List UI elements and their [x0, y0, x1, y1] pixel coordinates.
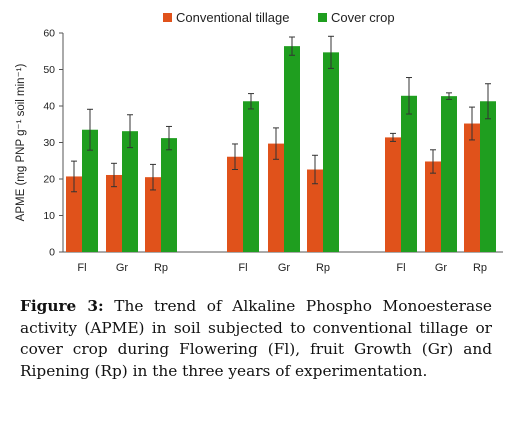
- x-category-label: Rp: [316, 262, 330, 274]
- cover-crop-bar: [161, 138, 177, 252]
- x-category-label: Rp: [473, 262, 487, 274]
- bar-chart: 0 10 20 30 40 50 60 APME (mg PNP g⁻¹ soil min⁻¹…: [15, 10, 503, 274]
- conventional-tillage-bar: [385, 137, 401, 252]
- figure-caption: Figure 3: The trend of Alkaline Phospho …: [20, 296, 492, 382]
- y-tick-label: 0: [49, 247, 55, 259]
- x-category-label: Gr: [278, 262, 291, 274]
- cover-crop-bar: [401, 95, 417, 252]
- conventional-tillage-bar: [307, 169, 323, 252]
- y-axis-label: APME (mg PNP g⁻¹ soil min⁻¹): [15, 64, 27, 222]
- cover-crop-bar: [480, 101, 496, 252]
- conventional-tillage-bar: [425, 161, 441, 252]
- conventional-tillage-bar: [145, 177, 161, 252]
- conventional-tillage-bar: [268, 143, 284, 252]
- cover-crop-bar: [284, 46, 300, 252]
- cover-crop-bar: [82, 129, 98, 252]
- conventional-tillage-bar: [227, 156, 243, 252]
- caption-label: Figure 3:: [20, 297, 104, 315]
- conventional-tillage-bar: [106, 174, 122, 252]
- legend-swatch: [318, 13, 327, 22]
- cover-crop-bar: [122, 131, 138, 252]
- x-category-label: Rp: [154, 262, 168, 274]
- y-tick-label: 40: [43, 101, 55, 113]
- legend-label: Cover crop: [331, 10, 395, 25]
- y-tick-label: 20: [43, 174, 55, 186]
- y-tick-label: 60: [43, 28, 55, 40]
- conventional-tillage-bar: [464, 123, 480, 253]
- caption-text: The trend of Alkaline Phospho Monoestera…: [20, 297, 492, 380]
- cover-crop-bar: [441, 96, 457, 253]
- cover-crop-bar: [243, 101, 259, 252]
- x-category-label: Gr: [116, 262, 129, 274]
- legend-label: Conventional tillage: [176, 10, 289, 25]
- y-tick-label: 50: [43, 64, 55, 76]
- x-category-label: Fl: [238, 262, 247, 274]
- cover-crop-bar: [323, 52, 339, 252]
- conventional-tillage-bar: [66, 176, 82, 252]
- y-tick-label: 30: [43, 137, 55, 149]
- x-category-label: Fl: [396, 262, 405, 274]
- y-tick-label: 10: [43, 210, 55, 222]
- legend-swatch: [163, 13, 172, 22]
- x-category-label: Gr: [435, 262, 448, 274]
- x-category-label: Fl: [77, 262, 86, 274]
